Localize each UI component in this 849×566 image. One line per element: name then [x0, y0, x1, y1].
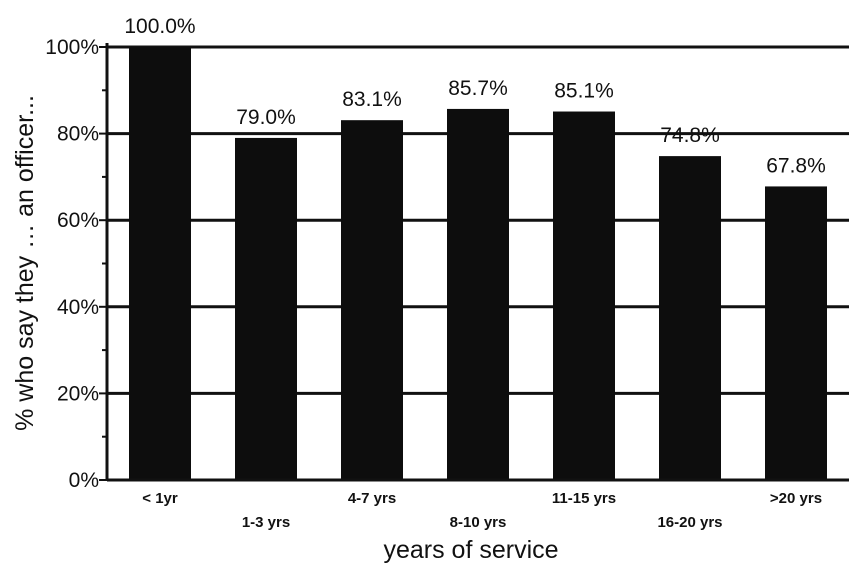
y-axis-title: % who say they … an officer... — [11, 95, 39, 431]
x-tick-label: 8-10 yrs — [450, 514, 507, 531]
data-label: 85.7% — [448, 77, 508, 100]
bar — [341, 120, 403, 480]
y-tick-label: 60% — [57, 209, 99, 232]
x-tick-label: 4-7 yrs — [348, 490, 396, 507]
y-tick-label: 40% — [57, 296, 99, 319]
bar — [447, 108, 509, 480]
data-label: 83.1% — [342, 88, 402, 111]
data-label: 100.0% — [124, 15, 195, 38]
y-tick-label: 0% — [69, 469, 99, 492]
data-labels: 100.0% 79.0% 83.1% 85.7% 85.1% 74.8% 67.8% — [124, 15, 825, 177]
y-tick-label: 80% — [57, 123, 99, 146]
x-axis: < 1yr 1-3 yrs 4-7 yrs 8-10 yrs 11-15 yrs 16-2… — [107, 478, 849, 531]
x-tick-label: 1-3 yrs — [242, 514, 290, 531]
bar — [659, 156, 721, 480]
data-label: 85.1% — [554, 80, 614, 103]
y-tick-label: 100% — [45, 36, 99, 59]
x-tick-label: 11-15 yrs — [552, 490, 616, 507]
bar — [553, 111, 615, 480]
data-label: 67.8% — [766, 154, 826, 177]
y-axis: 0% 20% 40% 60% 80% 100% — [45, 36, 109, 492]
bar — [765, 186, 827, 480]
x-axis-title: years of service — [383, 536, 558, 564]
x-tick-label: 16-20 yrs — [657, 514, 722, 531]
x-tick-label: < 1yr — [142, 490, 178, 507]
bar — [129, 47, 191, 480]
y-tick-label: 20% — [57, 382, 99, 405]
bar — [235, 137, 297, 480]
data-label: 79.0% — [236, 106, 296, 129]
x-tick-label: >20 yrs — [770, 490, 822, 507]
bars — [129, 47, 827, 480]
data-label: 74.8% — [660, 124, 720, 147]
